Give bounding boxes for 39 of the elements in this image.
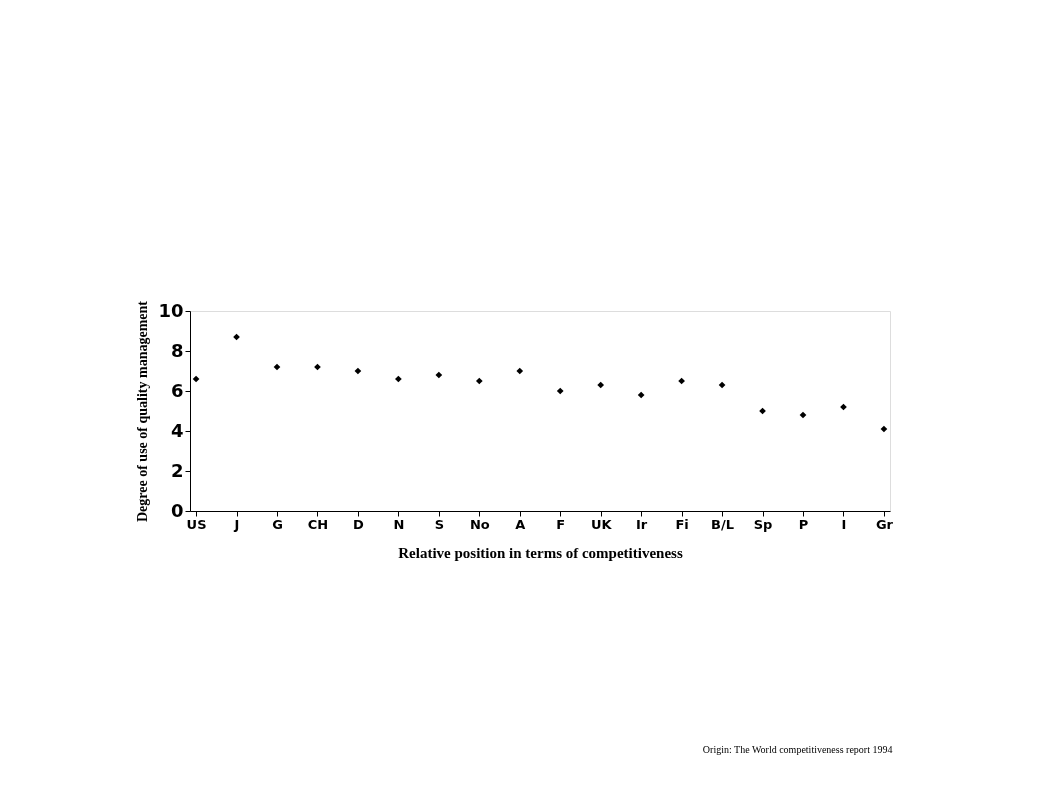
x-tick-label: No <box>469 516 490 532</box>
x-tick-label: D <box>353 516 365 532</box>
point <box>475 377 483 385</box>
point <box>435 371 443 379</box>
x-tick-label: UK <box>590 516 613 532</box>
point <box>799 411 807 419</box>
x-tick-label: I <box>841 516 847 532</box>
x-tick-label: P <box>798 516 809 532</box>
x-tick-label: G <box>272 516 283 532</box>
point <box>192 375 200 383</box>
x-tick-label: CH <box>307 516 329 532</box>
x-tick-label: Sp <box>753 516 773 532</box>
x-tick-label: F <box>556 516 566 532</box>
y-tick-label: 6 <box>170 379 184 401</box>
y-tick-label: 0 <box>170 499 184 521</box>
point <box>718 381 726 389</box>
x-tick-label: B/L <box>711 516 735 532</box>
point <box>880 425 888 433</box>
x-axis-title: Relative position in terms of competitiveness <box>398 544 683 561</box>
y-tick-label: 8 <box>170 339 184 361</box>
text: Origin: The World competitiveness report 1994 <box>702 744 893 755</box>
x-tick-label: N <box>393 516 405 532</box>
point <box>637 391 645 399</box>
x-tick-label: Ir <box>636 516 648 532</box>
point <box>597 381 605 389</box>
x-tick-label: J <box>233 516 240 532</box>
x-tick-label: A <box>515 516 526 532</box>
x-tick-label: S <box>434 516 445 532</box>
point <box>354 367 362 375</box>
point <box>556 387 564 395</box>
y-tick-label: 10 <box>158 299 184 321</box>
x-tick-label: Fi <box>675 516 689 532</box>
x-tick-label: US <box>186 516 207 532</box>
point <box>516 367 524 375</box>
y-axis-title: Degree of use of quality management <box>135 300 151 522</box>
x-tick-label: Gr <box>875 516 894 532</box>
y-tick-label: 2 <box>170 459 184 481</box>
y-tick-label: 4 <box>170 419 184 441</box>
point <box>273 363 281 371</box>
